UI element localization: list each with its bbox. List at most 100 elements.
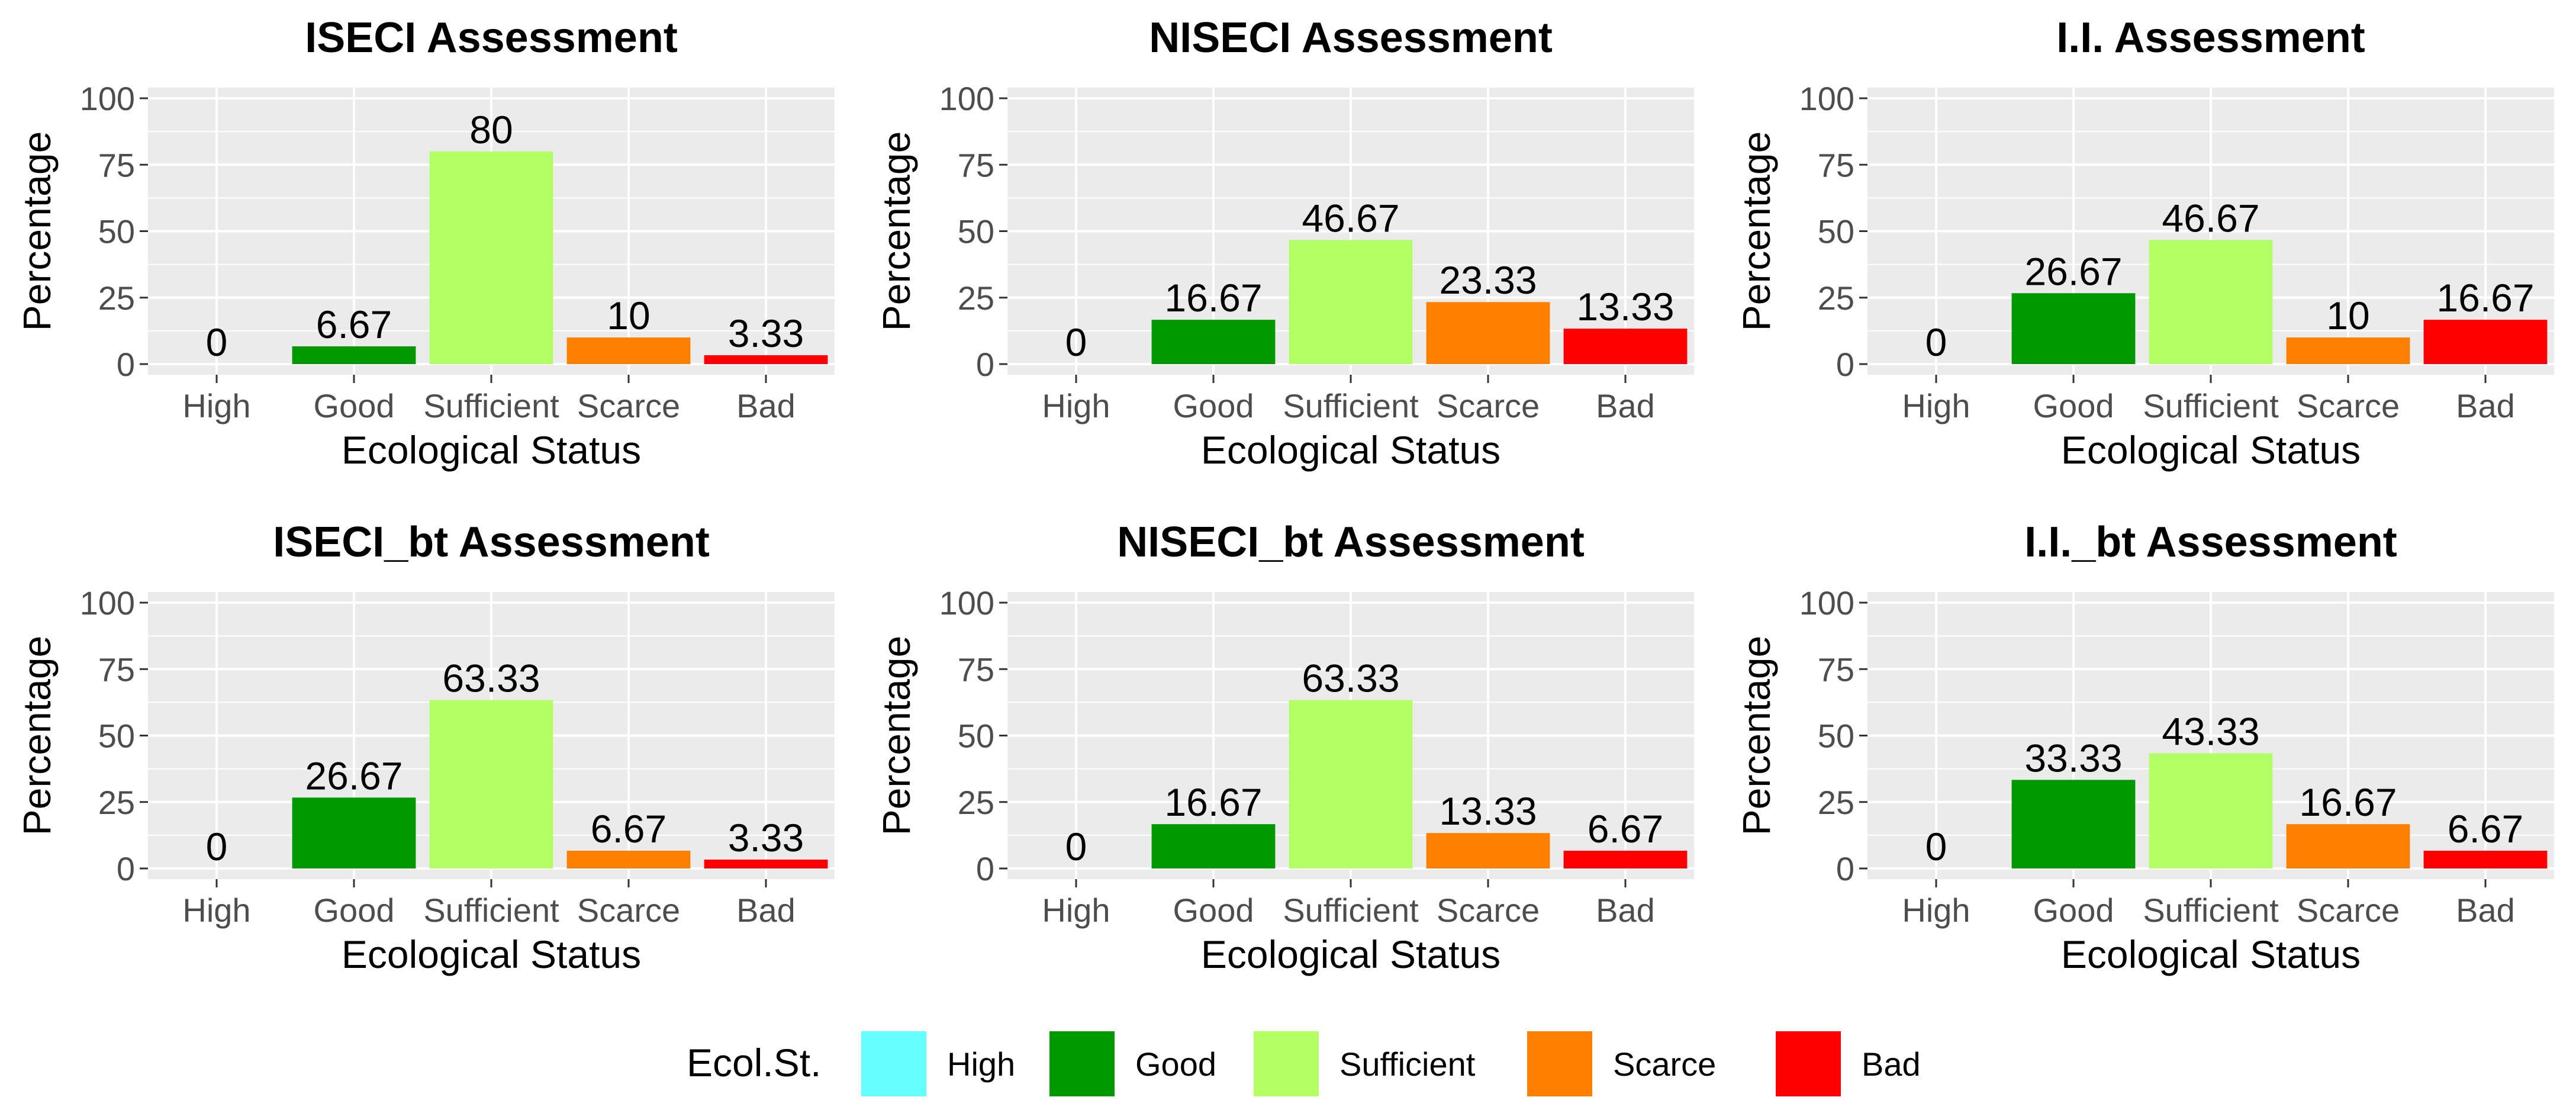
data-label-high: 0 [206,825,228,868]
legend-swatch-good [1049,1031,1115,1096]
x-tick-label: Scarce [2297,892,2400,929]
y-tick-label: 0 [976,850,994,887]
chart-title: I.I. Assessment [2056,14,2365,62]
y-tick-label: 100 [939,80,994,117]
data-label-high: 0 [1065,825,1087,868]
bar-sufficient [2149,753,2273,868]
y-tick-label: 50 [958,213,994,250]
bar-good [2011,293,2136,364]
x-tick-label: High [1902,892,1970,929]
x-tick-label: High [1902,387,1970,424]
x-tick-label: Bad [1596,892,1655,929]
x-axis-title: Ecological Status [342,428,641,472]
legend: Ecol.St. High Good Sufficient Scarce Bad [687,1031,1921,1096]
bar-scarce [566,337,691,364]
bar-scarce [1426,833,1550,868]
x-tick-label: Scarce [2297,387,2400,424]
y-axis-title: Percentage [15,131,59,332]
bar-scarce [2286,337,2410,364]
y-tick-label: 0 [1836,850,1854,887]
y-tick-label: 50 [98,213,135,250]
bar-bad [2423,320,2548,364]
x-tick-label: High [182,387,250,424]
data-label-scarce: 6.67 [591,807,666,851]
data-label-scarce: 13.33 [1439,789,1537,833]
bar-sufficient [1289,700,1413,868]
x-tick-label: Good [314,892,395,929]
bar-bad [1563,851,1688,868]
data-label-scarce: 23.33 [1439,258,1537,302]
y-tick-label: 0 [117,850,135,887]
x-axis-title: Ecological Status [2061,428,2361,472]
data-label-bad: 13.33 [1576,285,1674,329]
data-label-scarce: 10 [2326,294,2369,337]
data-label-bad: 16.67 [2436,276,2534,320]
x-tick-label: Bad [2456,892,2515,929]
x-tick-label: High [1042,892,1110,929]
legend-swatch-scarce [1527,1031,1592,1096]
y-tick-label: 75 [1818,146,1854,184]
x-tick-label: Bad [2456,387,2515,424]
y-tick-label: 50 [98,718,135,755]
bar-sufficient [1289,240,1413,364]
legend-swatch-high [861,1031,926,1096]
data-label-sufficient: 46.67 [2162,196,2259,240]
chart-panel-3: 0 25 50 75 100 0 High 26.67 Good 46.67 Sufficient 1… [1734,14,2554,472]
legend-swatch-bad [1776,1031,1841,1096]
chart-panel-6: 0 25 50 75 100 0 High 33.33 Good 43.33 Sufficient 1… [1734,519,2554,976]
y-tick-label: 100 [1799,80,1854,117]
data-label-sufficient: 63.33 [442,657,540,700]
legend-label-high: High [947,1045,1015,1083]
y-tick-label: 75 [958,146,994,184]
data-label-high: 0 [1065,320,1087,364]
bar-scarce [566,851,691,868]
x-tick-label: Good [1173,387,1254,424]
x-tick-label: Good [1173,892,1254,929]
y-tick-label: 50 [958,718,994,755]
data-label-sufficient: 46.67 [1302,196,1399,240]
y-tick-label: 75 [98,651,135,688]
y-tick-label: 25 [1818,784,1854,821]
bar-bad [704,860,828,868]
legend-label-sufficient: Sufficient [1339,1045,1476,1083]
legend-title: Ecol.St. [687,1041,821,1085]
data-label-sufficient: 63.33 [1302,657,1399,700]
data-label-sufficient: 80 [469,108,513,152]
data-label-high: 0 [1925,320,1947,364]
chart-panel-4: 0 25 50 75 100 0 High 26.67 Good 63.33 Sufficient 6… [15,519,835,976]
x-tick-label: Good [2033,892,2114,929]
chart-title: ISECI_bt Assessment [273,519,710,566]
y-tick-label: 75 [98,146,135,184]
x-tick-label: Sufficient [1283,387,1419,424]
data-label-bad: 6.67 [1588,807,1663,851]
x-tick-label: Sufficient [2143,892,2279,929]
y-tick-label: 75 [958,651,994,688]
bar-scarce [1426,302,1550,364]
x-axis-title: Ecological Status [342,932,641,976]
chart-title: NISECI Assessment [1149,14,1553,62]
x-tick-label: Sufficient [423,387,559,424]
x-tick-label: Sufficient [1283,892,1419,929]
x-axis-title: Ecological Status [1201,428,1500,472]
y-tick-label: 100 [80,584,135,622]
bar-good [1151,824,1276,868]
y-tick-label: 25 [98,279,135,317]
y-axis-title: Percentage [874,636,918,836]
x-tick-label: Scarce [1437,892,1540,929]
legend-label-scarce: Scarce [1613,1045,1716,1083]
x-tick-label: High [1042,387,1110,424]
y-tick-label: 0 [1836,346,1854,383]
y-tick-label: 25 [958,279,994,317]
data-label-good: 16.67 [1164,780,1262,824]
data-label-bad: 3.33 [728,816,804,860]
x-tick-label: Bad [1596,387,1655,424]
x-tick-label: Scarce [1437,387,1540,424]
x-tick-label: Scarce [577,387,680,424]
x-tick-label: High [182,892,250,929]
y-tick-label: 25 [98,784,135,821]
bar-bad [1563,329,1688,364]
y-axis-title: Percentage [15,636,59,836]
data-label-good: 33.33 [2024,736,2122,780]
y-tick-label: 25 [1818,279,1854,317]
